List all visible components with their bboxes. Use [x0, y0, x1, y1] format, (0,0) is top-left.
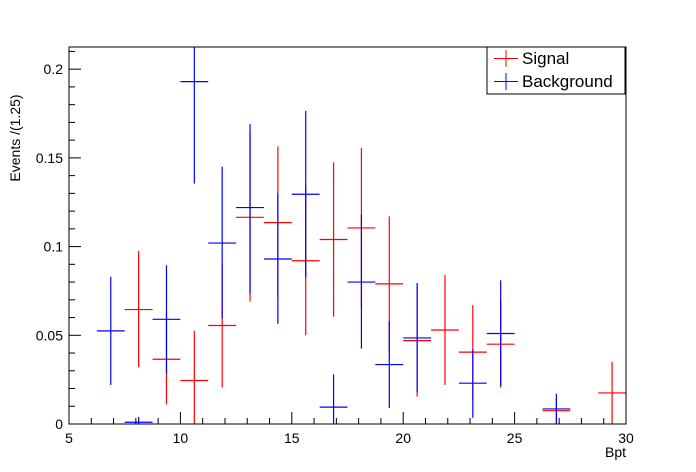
- tick-labels: 5 10 15 20 25 30 0 0.05 0.1 0.15 0.2: [36, 61, 634, 446]
- data-point: [180, 330, 209, 424]
- plot-frame: [68, 46, 627, 425]
- x-tick-label: 20: [395, 430, 411, 446]
- x-axis-title: Bpt: [605, 444, 626, 460]
- data-point: [403, 282, 432, 393]
- data-point: [319, 162, 348, 317]
- y-axis-title: Events /(1.25): [7, 94, 23, 181]
- series-background: [96, 47, 571, 424]
- x-tick-label: 10: [173, 430, 189, 446]
- data-point: [431, 274, 459, 385]
- x-tick-label: 15: [284, 430, 300, 446]
- y-tick-label: 0.15: [36, 150, 63, 166]
- data-point: [598, 361, 626, 424]
- data-point: [236, 124, 264, 294]
- data-point: [542, 393, 571, 424]
- data-point: [319, 374, 348, 424]
- x-tick-label: 5: [65, 430, 73, 446]
- axis-ticks: [68, 50, 627, 425]
- data-point: [96, 276, 125, 385]
- data-series: [96, 47, 626, 424]
- y-tick-label: 0.05: [36, 327, 63, 343]
- y-tick-label: 0: [55, 416, 63, 432]
- y-tick-label: 0.2: [44, 61, 64, 77]
- data-point: [152, 265, 181, 374]
- series-signal: [124, 132, 626, 424]
- data-point: [291, 110, 320, 278]
- data-point: [347, 214, 376, 349]
- data-point: [458, 349, 487, 418]
- legend-box: [486, 46, 626, 95]
- data-point: [124, 251, 153, 368]
- legend: Signal Background: [486, 46, 626, 95]
- legend-background-label: Background: [522, 72, 613, 91]
- data-point: [124, 416, 153, 424]
- legend-signal-label: Signal: [522, 49, 569, 68]
- data-point: [375, 321, 404, 409]
- data-point: [208, 166, 237, 319]
- x-tick-label: 25: [507, 430, 523, 446]
- data-point: [180, 47, 209, 184]
- x-tick-label: 30: [618, 430, 634, 446]
- data-point: [486, 280, 515, 386]
- y-tick-label: 0.1: [44, 239, 64, 255]
- data-point: [263, 193, 292, 324]
